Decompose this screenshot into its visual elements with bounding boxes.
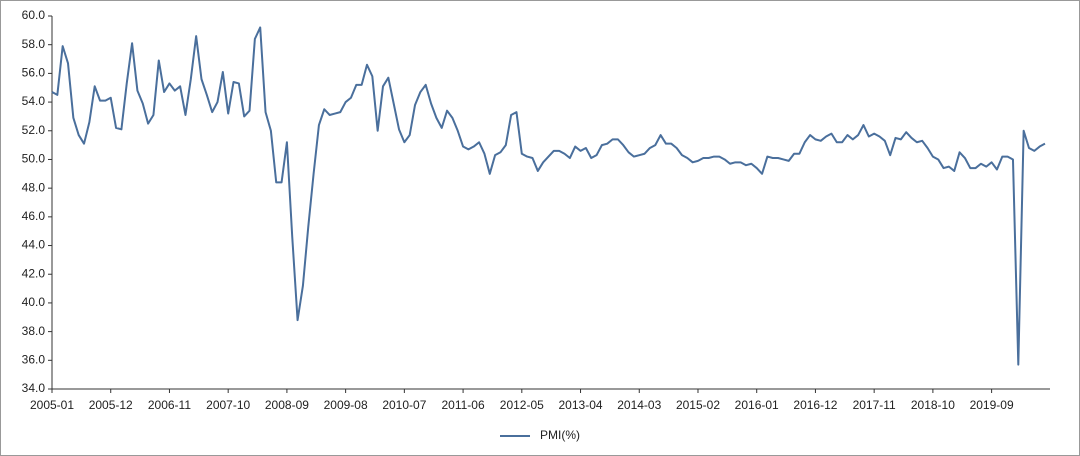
y-tick-label: 36.0 bbox=[22, 352, 46, 366]
y-tick-label: 60.0 bbox=[22, 8, 46, 22]
x-tick-label: 2008-09 bbox=[265, 398, 309, 412]
x-tick-label: 2005-01 bbox=[30, 398, 74, 412]
y-tick-label: 48.0 bbox=[22, 180, 46, 194]
x-tick-label: 2016-12 bbox=[793, 398, 837, 412]
y-tick-label: 58.0 bbox=[22, 37, 46, 51]
x-tick-label: 2013-04 bbox=[559, 398, 603, 412]
x-tick-label: 2011-06 bbox=[442, 398, 485, 412]
x-tick-label: 2019-09 bbox=[970, 398, 1014, 412]
y-tick-label: 40.0 bbox=[22, 295, 46, 309]
x-tick-label: 2006-11 bbox=[148, 398, 191, 412]
x-tick-label: 2007-10 bbox=[206, 398, 250, 412]
x-tick-label: 2005-12 bbox=[89, 398, 133, 412]
x-tick-label: 2018-10 bbox=[911, 398, 955, 412]
y-tick-label: 42.0 bbox=[22, 266, 46, 280]
y-tick-label: 46.0 bbox=[22, 209, 46, 223]
y-tick-label: 38.0 bbox=[22, 324, 46, 338]
x-tick-label: 2012-05 bbox=[500, 398, 544, 412]
legend-label: PMI(%) bbox=[540, 428, 580, 442]
y-tick-label: 34.0 bbox=[22, 381, 46, 395]
x-tick-label: 2016-01 bbox=[735, 398, 779, 412]
x-tick-label: 2014-03 bbox=[617, 398, 661, 412]
x-tick-label: 2015-02 bbox=[676, 398, 720, 412]
y-tick-label: 56.0 bbox=[22, 66, 46, 80]
y-tick-label: 50.0 bbox=[22, 152, 46, 166]
x-tick-label: 2009-08 bbox=[324, 398, 368, 412]
y-tick-label: 44.0 bbox=[22, 238, 46, 252]
x-tick-label: 2017-11 bbox=[853, 398, 896, 412]
x-tick-label: 2010-07 bbox=[382, 398, 426, 412]
series-line bbox=[51, 26, 1046, 366]
y-tick-label: 54.0 bbox=[22, 94, 46, 108]
y-tick-label: 52.0 bbox=[22, 123, 46, 137]
